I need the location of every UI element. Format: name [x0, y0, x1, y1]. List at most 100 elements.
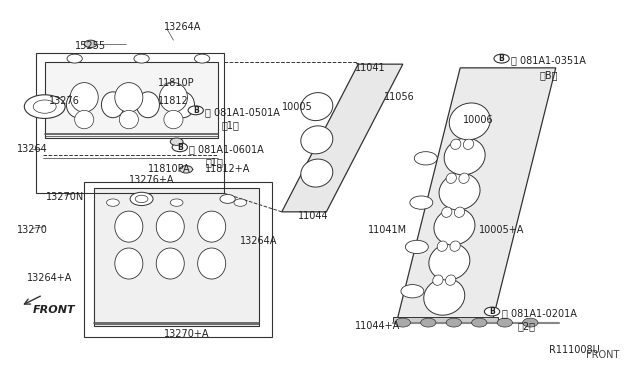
Circle shape	[24, 95, 65, 118]
Circle shape	[234, 199, 246, 206]
Ellipse shape	[156, 211, 184, 242]
Circle shape	[484, 307, 500, 316]
Text: 11044: 11044	[298, 211, 328, 221]
Text: 13264+A: 13264+A	[27, 273, 72, 283]
Circle shape	[401, 285, 424, 298]
Ellipse shape	[446, 173, 456, 183]
Ellipse shape	[424, 278, 465, 315]
Circle shape	[220, 195, 236, 203]
Circle shape	[414, 152, 437, 165]
Text: 11041: 11041	[355, 63, 386, 73]
Ellipse shape	[156, 248, 184, 279]
Circle shape	[84, 40, 97, 48]
Ellipse shape	[301, 126, 333, 154]
Circle shape	[170, 138, 183, 145]
Circle shape	[106, 199, 119, 206]
Ellipse shape	[159, 83, 188, 112]
Circle shape	[180, 166, 193, 173]
Text: 11810PA: 11810PA	[148, 164, 191, 174]
Ellipse shape	[119, 110, 138, 129]
Ellipse shape	[136, 92, 159, 118]
Ellipse shape	[445, 275, 456, 285]
Text: 13264A: 13264A	[164, 22, 201, 32]
Text: 11812+A: 11812+A	[205, 164, 251, 174]
PathPatch shape	[94, 188, 259, 326]
Text: 15255: 15255	[75, 41, 106, 51]
Text: B: B	[499, 54, 504, 63]
Ellipse shape	[434, 208, 475, 245]
Ellipse shape	[450, 241, 460, 251]
Text: 13270N: 13270N	[46, 192, 84, 202]
Circle shape	[497, 318, 513, 327]
Text: Ⓑ 081A1-0351A: Ⓑ 081A1-0351A	[511, 55, 586, 65]
Text: 13264: 13264	[17, 144, 48, 154]
Text: （1）: （1）	[221, 120, 239, 130]
Circle shape	[188, 106, 204, 115]
Text: （2）: （2）	[518, 321, 536, 331]
Circle shape	[67, 54, 83, 63]
Ellipse shape	[101, 92, 124, 118]
Ellipse shape	[463, 139, 474, 150]
Ellipse shape	[164, 110, 183, 129]
Circle shape	[446, 318, 461, 327]
Text: B: B	[193, 106, 198, 115]
Circle shape	[523, 318, 538, 327]
Circle shape	[172, 143, 188, 152]
Bar	[84, 182, 272, 337]
Text: 10005: 10005	[282, 102, 312, 112]
Ellipse shape	[429, 243, 470, 280]
PathPatch shape	[396, 68, 556, 323]
Ellipse shape	[198, 211, 226, 242]
Text: 11041M: 11041M	[368, 225, 407, 235]
Bar	[36, 53, 225, 193]
Circle shape	[135, 195, 148, 203]
Text: 〈B〉: 〈B〉	[540, 70, 558, 80]
Ellipse shape	[451, 139, 461, 150]
Circle shape	[130, 192, 153, 206]
Text: B: B	[177, 143, 182, 152]
Text: B: B	[489, 307, 495, 316]
PathPatch shape	[394, 317, 499, 323]
Text: 11044+A: 11044+A	[355, 321, 400, 331]
Text: R111008U: R111008U	[549, 345, 600, 355]
Ellipse shape	[75, 110, 94, 129]
Circle shape	[170, 199, 183, 206]
Circle shape	[494, 54, 509, 63]
Ellipse shape	[70, 83, 99, 112]
Text: Ⓑ 081A1-0501A: Ⓑ 081A1-0501A	[205, 107, 280, 117]
Text: 10006: 10006	[463, 115, 494, 125]
Ellipse shape	[454, 207, 465, 217]
Text: 13270+A: 13270+A	[164, 329, 209, 339]
Text: FRONT: FRONT	[586, 350, 620, 359]
Circle shape	[134, 54, 149, 63]
Text: 13264A: 13264A	[241, 236, 278, 246]
Text: 11812: 11812	[157, 96, 188, 106]
Text: （1）: （1）	[205, 157, 223, 167]
Ellipse shape	[301, 93, 333, 121]
Ellipse shape	[198, 248, 226, 279]
Ellipse shape	[172, 92, 195, 118]
Ellipse shape	[449, 103, 490, 140]
Ellipse shape	[437, 241, 447, 251]
PathPatch shape	[282, 64, 403, 212]
Ellipse shape	[115, 248, 143, 279]
Text: Ⓑ 081A1-0601A: Ⓑ 081A1-0601A	[189, 144, 264, 154]
Ellipse shape	[433, 275, 443, 285]
Text: 13276: 13276	[49, 96, 80, 106]
PathPatch shape	[45, 62, 218, 138]
Text: 11056: 11056	[384, 92, 415, 102]
Circle shape	[472, 318, 487, 327]
Circle shape	[33, 100, 56, 113]
Circle shape	[195, 54, 210, 63]
Text: Ⓑ 081A1-0201A: Ⓑ 081A1-0201A	[502, 308, 577, 318]
Text: 13276+A: 13276+A	[129, 176, 174, 186]
Ellipse shape	[115, 211, 143, 242]
Ellipse shape	[444, 138, 485, 175]
Text: FRONT: FRONT	[33, 305, 76, 315]
Circle shape	[395, 318, 410, 327]
Circle shape	[410, 196, 433, 209]
Circle shape	[405, 240, 428, 254]
Text: 10005+A: 10005+A	[479, 225, 525, 235]
Ellipse shape	[301, 159, 333, 187]
Ellipse shape	[442, 207, 452, 217]
